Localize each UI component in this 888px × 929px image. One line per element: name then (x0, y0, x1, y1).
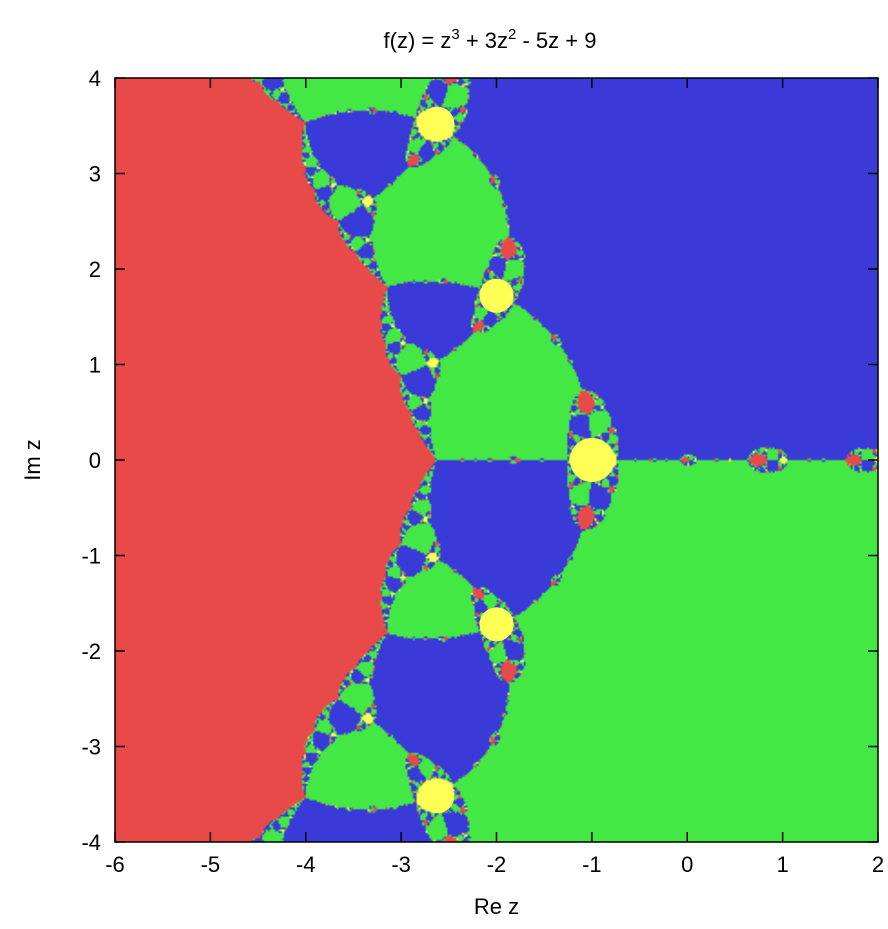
x-tick-label: -4 (296, 852, 316, 877)
y-tick-label: 2 (89, 257, 101, 282)
x-tick-label: -2 (487, 852, 507, 877)
x-tick-label: 0 (681, 852, 693, 877)
critical-point (420, 106, 455, 141)
y-tick-label: 0 (89, 448, 101, 473)
basin-heatmap (115, 78, 878, 842)
y-tick-label: -2 (81, 639, 101, 664)
y-axis: -4 -3 -2 -1 0 1 2 3 4 (81, 66, 878, 855)
critical-point (420, 779, 455, 814)
x-tick-label: -1 (582, 852, 602, 877)
critical-point (569, 438, 614, 482)
y-tick-label: -4 (81, 830, 101, 855)
y-tick-label: 1 (89, 353, 101, 378)
y-tick-label: -1 (81, 544, 101, 569)
plot-area (115, 78, 878, 842)
y-axis-label: Im z (20, 439, 45, 481)
y-tick-label: 3 (89, 162, 101, 187)
x-tick-label: -3 (391, 852, 411, 877)
x-tick-label: 2 (872, 852, 884, 877)
y-tick-label: 4 (89, 66, 101, 91)
x-tick-label: -5 (201, 852, 221, 877)
x-tick-label: -6 (105, 852, 125, 877)
critical-point (479, 278, 514, 313)
x-axis: -6 -5 -4 -3 -2 -1 0 1 2 (105, 78, 884, 877)
x-axis-label: Re z (474, 894, 519, 919)
critical-point (479, 607, 514, 642)
x-tick-label: 1 (777, 852, 789, 877)
y-tick-label: -3 (81, 735, 101, 760)
chart-title: f(z) = z3 + 3z2 - 5z + 9 (384, 26, 597, 53)
